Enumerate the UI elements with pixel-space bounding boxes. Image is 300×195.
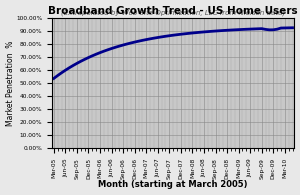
Text: (Extrapolated by Web Site Optimization, LLC from Nielsen data): (Extrapolated by Web Site Optimization, … <box>61 10 285 16</box>
X-axis label: Month (starting at March 2005): Month (starting at March 2005) <box>98 180 248 190</box>
Y-axis label: Market Penetration  %: Market Penetration % <box>6 40 15 126</box>
Title: Broadband Growth Trend - US Home Users: Broadband Growth Trend - US Home Users <box>48 5 298 16</box>
